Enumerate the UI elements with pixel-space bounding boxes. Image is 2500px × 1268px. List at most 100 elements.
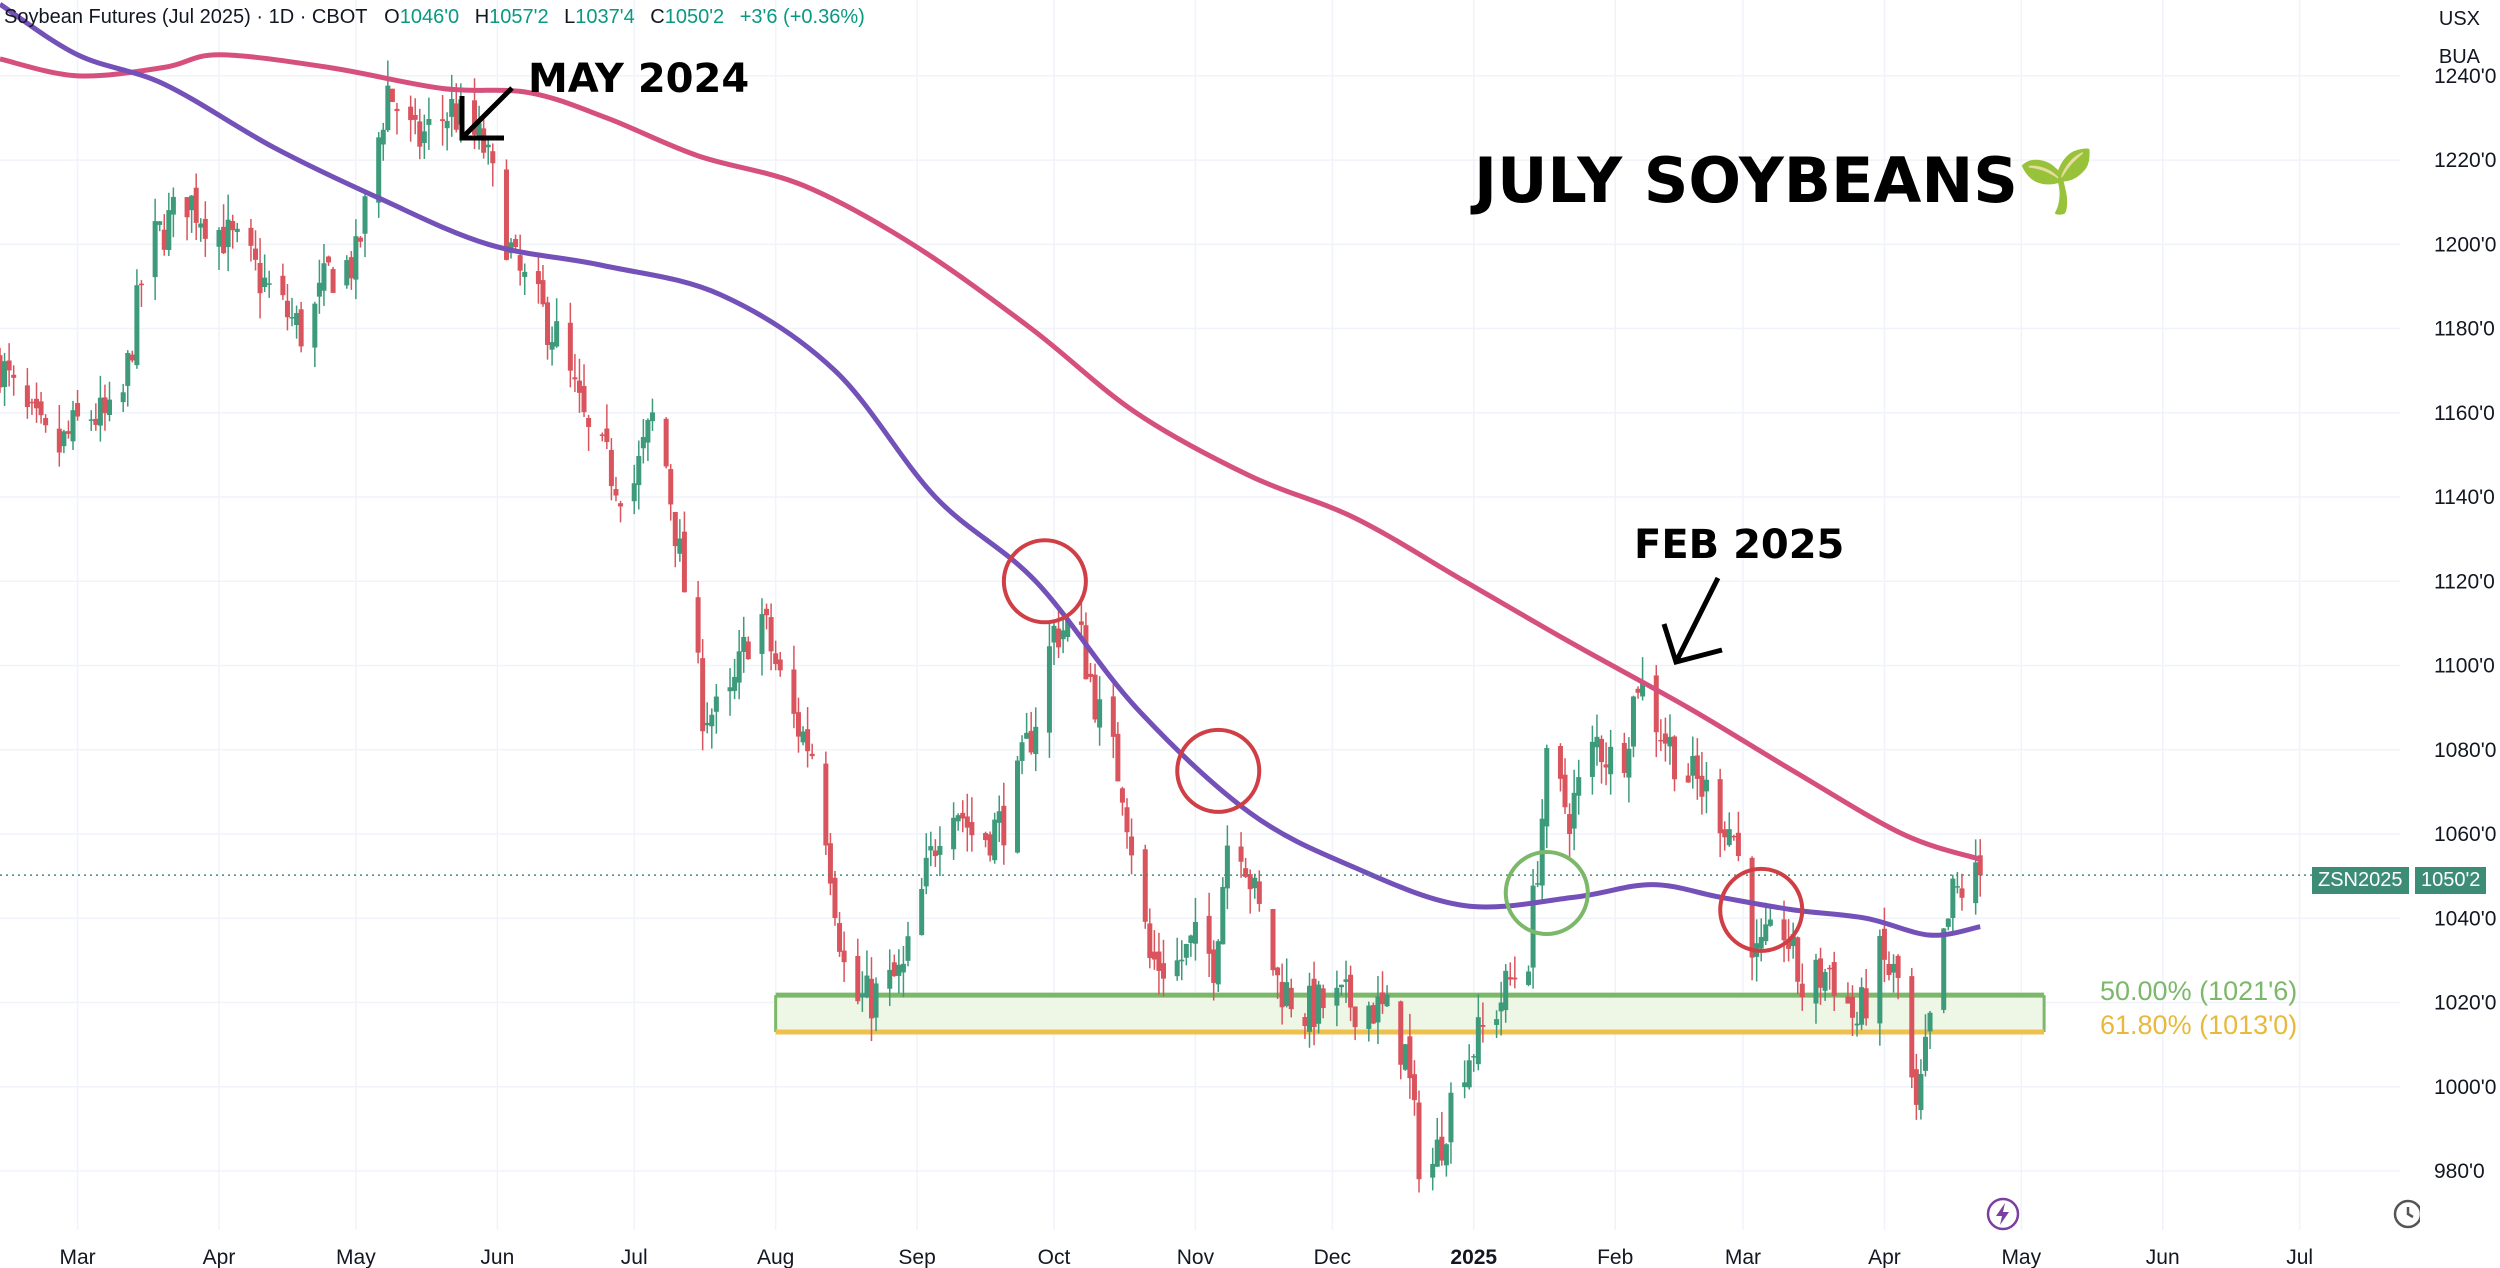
currency-unit[interactable]: USX — [2438, 8, 2480, 30]
candle-body — [449, 98, 455, 117]
x-tick-label: Sep — [898, 1246, 935, 1268]
candle-body — [1402, 1044, 1408, 1070]
candle-body — [837, 923, 843, 952]
feb-arrow — [1661, 576, 1723, 666]
y-tick-label: 1120'0 — [2434, 570, 2495, 593]
candle-body — [1526, 971, 1532, 985]
candle-body — [955, 815, 961, 822]
y-tick-label: 980'0 — [2434, 1160, 2485, 1183]
candle-body — [129, 354, 135, 361]
candle-body — [330, 269, 336, 293]
price-axis[interactable]: 980'0 1000'0 1020'0 1040'0 1060'0 1080'0 1100'… — [2434, 65, 2496, 1183]
candle-body — [996, 811, 1002, 823]
candle-body — [1863, 988, 1869, 1019]
candle-body — [161, 229, 167, 250]
candle-body — [93, 418, 99, 425]
candle-body — [1256, 881, 1262, 904]
clock-icon[interactable] — [2390, 1196, 2420, 1232]
y-tick-label: 1140'0 — [2434, 486, 2495, 509]
candle-body — [1083, 625, 1089, 680]
candle-body — [1813, 959, 1819, 1004]
candle-body — [1658, 739, 1664, 742]
candle-body — [0, 355, 3, 388]
candle-body — [732, 676, 738, 691]
x-tick-label: Jul — [621, 1246, 648, 1268]
candle-body — [1667, 736, 1673, 747]
candle-body — [1941, 928, 1947, 1010]
candle-body — [1571, 792, 1577, 829]
candle-body — [1786, 939, 1792, 949]
price-tag-symbol: ZSN2025 — [2312, 867, 2409, 894]
moving-average-fast-line — [0, 2, 1981, 938]
candle-body — [1051, 625, 1057, 643]
candle-body — [1576, 777, 1582, 796]
candle-body — [1913, 1069, 1919, 1105]
candle-body — [102, 397, 108, 414]
candle-body — [1922, 1036, 1928, 1071]
candle-body — [795, 712, 801, 737]
candle-body — [1498, 1002, 1504, 1012]
candle-body — [960, 812, 966, 819]
candle-body — [1567, 814, 1573, 834]
moving-average-slow-line — [0, 52, 1982, 862]
candle-body — [896, 964, 902, 976]
y-tick-label: 1060'0 — [2434, 823, 2496, 846]
candle-body — [887, 969, 893, 989]
candle-body — [905, 936, 911, 961]
candle-body — [1845, 996, 1851, 1004]
candle-body — [1384, 994, 1390, 1007]
candle-body — [280, 275, 286, 296]
candle-body — [426, 119, 432, 125]
candle-body — [618, 503, 624, 507]
candle-body — [1097, 699, 1103, 728]
high-label: H — [474, 6, 490, 28]
candle-body — [1626, 748, 1632, 778]
candle-body — [1348, 974, 1354, 1008]
candle-body — [1471, 1056, 1477, 1058]
candle-body — [900, 963, 906, 973]
candle-body — [1822, 972, 1828, 991]
candle-body — [745, 641, 751, 660]
candle-body — [1859, 987, 1865, 1025]
candle-body — [1343, 979, 1349, 982]
quantity-unit[interactable]: BUA — [2438, 46, 2480, 68]
candle-body — [540, 280, 546, 305]
candle-body — [1672, 736, 1678, 780]
candle-body — [668, 469, 674, 505]
candle-body — [1557, 746, 1563, 779]
candle-body — [1407, 1036, 1413, 1079]
candle-body — [289, 317, 295, 319]
candle-body — [1494, 1019, 1500, 1025]
candle-body — [284, 300, 290, 318]
candle-body — [421, 131, 427, 143]
candle-body — [572, 377, 578, 380]
candle-body — [1334, 987, 1340, 1006]
time-axis[interactable]: Mar Apr May Jun Jul Aug Sep Oct Nov Dec 2025 Feb Mar… — [59, 1246, 2313, 1268]
highlight-circle-green — [1503, 850, 1590, 937]
candle-body — [266, 283, 272, 285]
candle-body — [1211, 949, 1217, 983]
candle-body — [1224, 845, 1230, 889]
x-tick-label: Jun — [480, 1246, 514, 1268]
candle-body — [1608, 746, 1614, 775]
candle-body — [1977, 855, 1983, 876]
candle-body — [184, 197, 190, 218]
candle-body — [1439, 1136, 1445, 1161]
candle-body — [805, 729, 811, 752]
candle-body — [440, 119, 446, 122]
candle-body — [700, 658, 706, 732]
candle-body — [608, 449, 614, 487]
candle-body — [453, 103, 459, 130]
x-tick-label: Nov — [1177, 1246, 1215, 1268]
lightning-icon[interactable] — [1985, 1196, 2021, 1232]
candle-body — [1507, 977, 1513, 980]
candle-body — [138, 283, 144, 286]
candle-body — [522, 271, 528, 277]
x-tick-label: Oct — [1038, 1246, 1071, 1268]
candle-body — [1129, 836, 1135, 856]
candle-body — [937, 845, 943, 855]
candle-body — [65, 431, 71, 434]
candle-body — [855, 956, 861, 1002]
candle-body — [1078, 621, 1084, 625]
